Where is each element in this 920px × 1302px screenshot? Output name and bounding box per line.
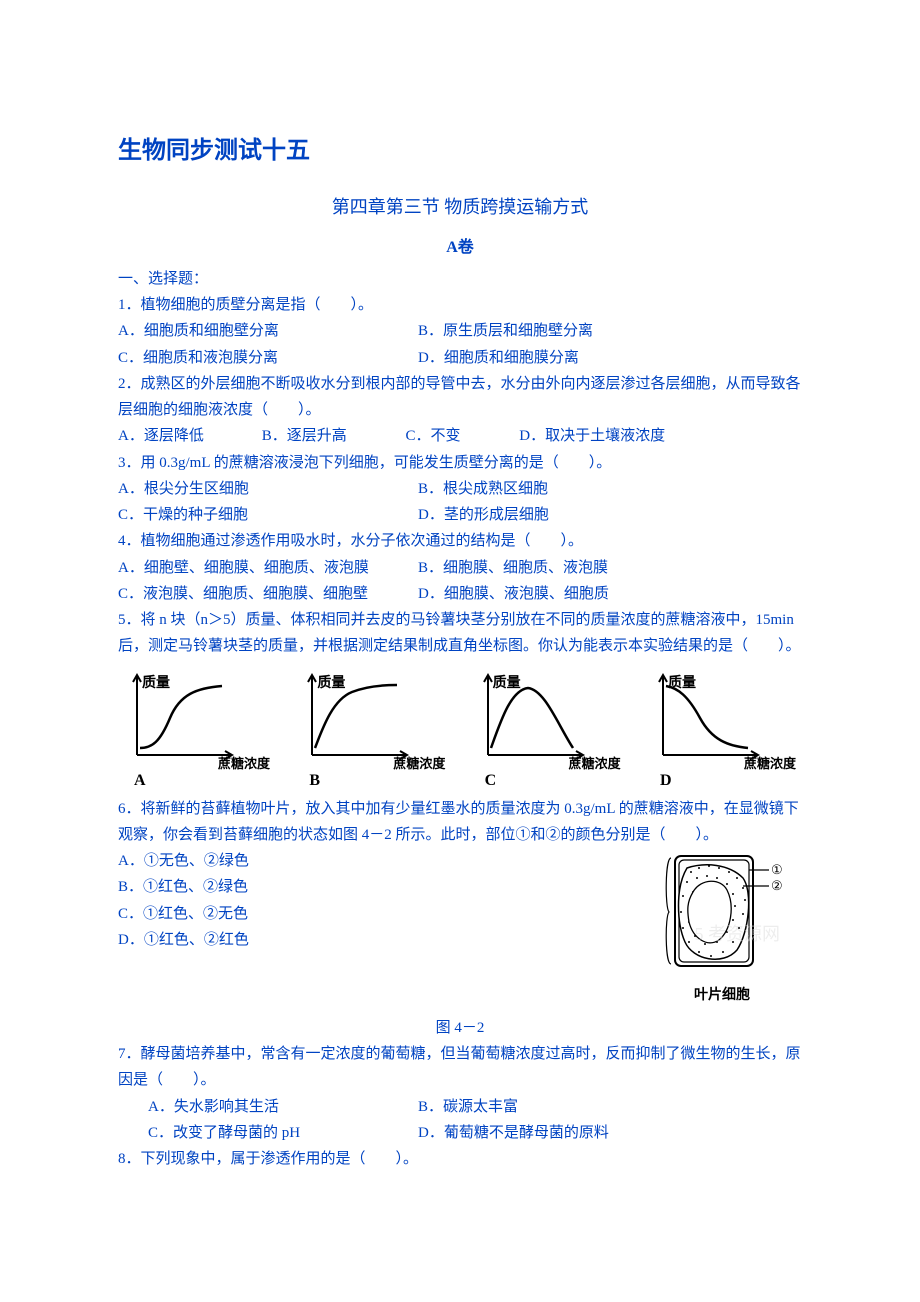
q4-opts-row2: C．液泡膜、细胞质、细胞膜、细胞壁 D．细胞膜、液泡膜、细胞质	[118, 581, 802, 607]
chart-B: 质量 蔗糖浓度 B	[297, 670, 447, 790]
q3-opts-row1: A．根尖分生区细胞 B．根尖成熟区细胞	[118, 476, 802, 502]
chart-D-curve	[666, 686, 748, 748]
chart-B-letter: B	[309, 772, 320, 790]
page: 生物同步测试十五 第四章第三节 物质跨摸运输方式 A卷 一、选择题： 1．植物细…	[0, 0, 920, 1302]
chart-D: 质量 蔗糖浓度 D	[648, 670, 798, 790]
q3-stem: 3．用 0.3g/mL 的蔗糖溶液浸泡下列细胞，可能发生质壁分离的是（ ）。	[118, 450, 802, 476]
q6-C: C．①红色、②无色	[118, 901, 642, 927]
chart-B-ylabel: 质量	[317, 672, 345, 692]
q5-stem: 5．将 n 块（n＞5）质量、体积相同并去皮的马铃薯块茎分别放在不同的质量浓度的…	[118, 607, 802, 660]
q1-B: B．原生质层和细胞壁分离	[418, 318, 593, 344]
q1-A: A．细胞质和细胞壁分离	[118, 318, 418, 344]
page-title: 生物同步测试十五	[118, 130, 802, 165]
q2-C: C．不变	[406, 423, 516, 449]
q8-stem: 8．下列现象中，属于渗透作用的是（ ）。	[118, 1146, 802, 1172]
q3-C: C．干燥的种子细胞	[118, 502, 418, 528]
cell-svg: ① ②	[657, 848, 787, 978]
q2-D: D．取决于土壤液浓度	[519, 423, 665, 449]
chart-A-curve	[140, 686, 222, 748]
paper-label: A卷	[118, 233, 802, 257]
chart-B-curve	[315, 685, 397, 748]
q3-A: A．根尖分生区细胞	[118, 476, 418, 502]
cell-label-2: ②	[771, 878, 783, 893]
chart-D-ylabel: 质量	[668, 672, 696, 692]
q1-stem: 1．植物细胞的质壁分离是指（ ）。	[118, 292, 802, 318]
chart-C-ylabel: 质量	[493, 672, 521, 692]
chart-C-curve	[491, 688, 573, 748]
cell-label-1: ①	[771, 862, 783, 877]
q2-stem: 2．成熟区的外层细胞不断吸收水分到根内部的导管中去，水分由外向内逐层渗过各层细胞…	[118, 371, 802, 424]
chart-C: 质量 蔗糖浓度 C	[473, 670, 623, 790]
section-head: 一、选择题：	[118, 267, 802, 288]
cell-figure: ① ② 叶片细胞	[642, 848, 802, 1004]
q4-D: D．细胞膜、液泡膜、细胞质	[418, 581, 609, 607]
chart-row: 质量 蔗糖浓度 A 质量 蔗糖浓度 B 质量	[118, 670, 802, 790]
q1-opts-row2: C．细胞质和液泡膜分离 D．细胞质和细胞膜分离	[118, 345, 802, 371]
q6-A: A．①无色、②绿色	[118, 848, 642, 874]
q2-B: B．逐层升高	[262, 423, 402, 449]
chart-C-letter: C	[485, 772, 497, 790]
q6-stem: 6．将新鲜的苔藓植物叶片，放入其中加有少量红墨水的质量浓度为 0.3g/mL 的…	[118, 796, 802, 849]
chart-D-letter: D	[660, 772, 672, 790]
q1-D: D．细胞质和细胞膜分离	[418, 345, 579, 371]
q1-opts-row1: A．细胞质和细胞壁分离 B．原生质层和细胞壁分离	[118, 318, 802, 344]
q4-stem: 4．植物细胞通过渗透作用吸水时，水分子依次通过的结构是（ ）。	[118, 528, 802, 554]
q7-stem: 7．酵母菌培养基中，常含有一定浓度的葡萄糖，但当葡萄糖浓度过高时，反而抑制了微生…	[118, 1041, 802, 1094]
q3-D: D．茎的形成层细胞	[418, 502, 549, 528]
chart-A-ylabel: 质量	[142, 672, 170, 692]
q6-D: D．①红色、②红色	[118, 927, 642, 953]
q7-D: D．葡萄糖不是酵母菌的原料	[418, 1120, 609, 1146]
subtitle: 第四章第三节 物质跨摸运输方式	[118, 193, 802, 219]
q4-C: C．液泡膜、细胞质、细胞膜、细胞壁	[118, 581, 418, 607]
q3-B: B．根尖成熟区细胞	[418, 476, 548, 502]
cell-caption: 叶片细胞	[642, 984, 802, 1004]
chart-C-xlabel: 蔗糖浓度	[569, 753, 621, 772]
fig-caption: 图 4－2	[118, 1016, 802, 1037]
q4-opts-row1: A．细胞壁、细胞膜、细胞质、液泡膜 B．细胞膜、细胞质、液泡膜	[118, 555, 802, 581]
q4-A: A．细胞壁、细胞膜、细胞质、液泡膜	[118, 555, 418, 581]
q7-opts-row1: A．失水影响其生活 B．碳源太丰富	[118, 1094, 802, 1120]
q2-A: A．逐层降低	[118, 423, 258, 449]
chart-A: 质量 蔗糖浓度 A	[122, 670, 272, 790]
chart-B-xlabel: 蔗糖浓度	[393, 753, 445, 772]
q6-opts: A．①无色、②绿色 B．①红色、②绿色 C．①红色、②无色 D．①红色、②红色	[118, 848, 642, 953]
q7-C: C．改变了酵母菌的 pH	[148, 1120, 418, 1146]
q4-B: B．细胞膜、细胞质、液泡膜	[418, 555, 608, 581]
q7-B: B．碳源太丰富	[418, 1094, 518, 1120]
q1-C: C．细胞质和液泡膜分离	[118, 345, 418, 371]
chart-D-xlabel: 蔗糖浓度	[744, 753, 796, 772]
chart-A-xlabel: 蔗糖浓度	[218, 753, 270, 772]
q7-A: A．失水影响其生活	[148, 1094, 418, 1120]
q6-B: B．①红色、②绿色	[118, 874, 642, 900]
q6-row: A．①无色、②绿色 B．①红色、②绿色 C．①红色、②无色 D．①红色、②红色	[118, 848, 802, 1004]
q7-opts-row2: C．改变了酵母菌的 pH D．葡萄糖不是酵母菌的原料	[118, 1120, 802, 1146]
chart-A-letter: A	[134, 772, 146, 790]
q2-opts: A．逐层降低 B．逐层升高 C．不变 D．取决于土壤液浓度	[118, 423, 802, 449]
q3-opts-row2: C．干燥的种子细胞 D．茎的形成层细胞	[118, 502, 802, 528]
